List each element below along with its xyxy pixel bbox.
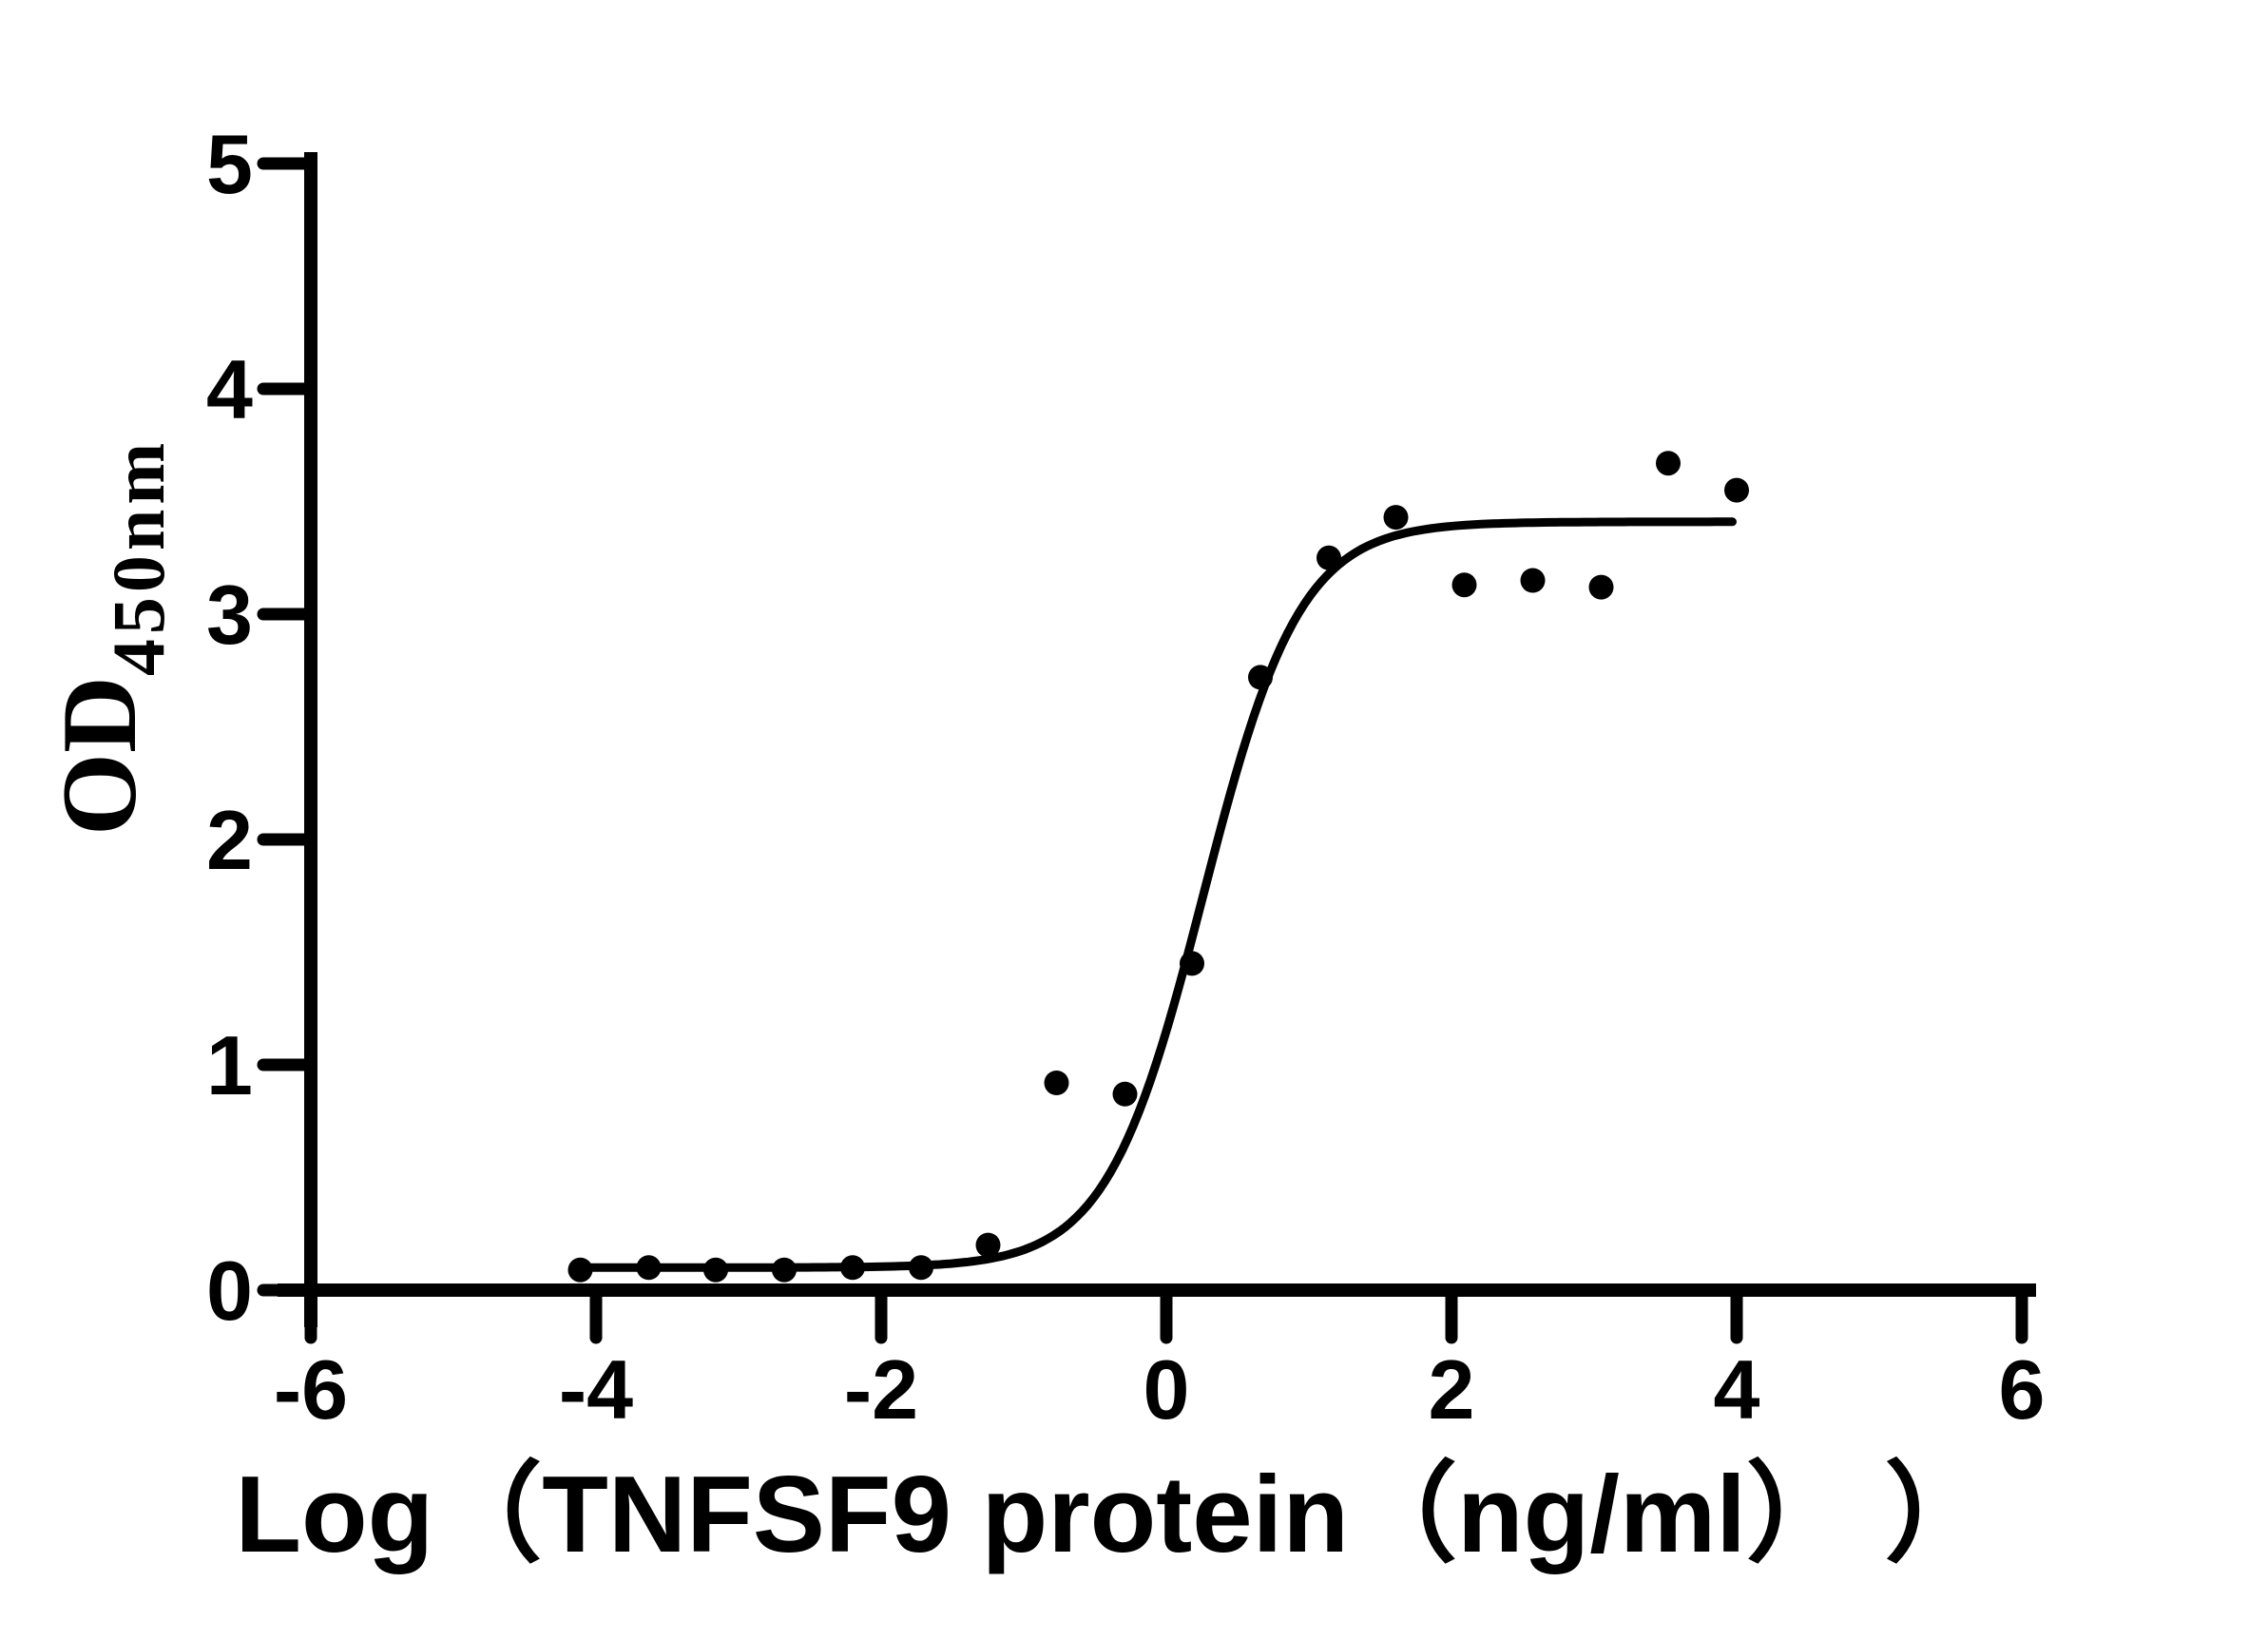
data-point	[1248, 665, 1273, 690]
data-points-group	[567, 451, 1749, 1283]
data-point	[772, 1257, 797, 1283]
data-point	[1383, 505, 1409, 531]
y-axis-title-subscript: 450nm	[97, 438, 180, 676]
data-point	[1317, 545, 1341, 570]
y-tick-label: 4	[206, 342, 253, 436]
data-point	[1656, 451, 1681, 476]
y-tick-label: 1	[206, 1018, 253, 1112]
data-point	[703, 1257, 728, 1283]
x-axis-title: Log（TNFSF9 protein（ng/ml） ）	[235, 1455, 1992, 1575]
data-point	[1451, 572, 1477, 598]
y-tick-label: 2	[206, 793, 253, 887]
y-tick-label: 5	[206, 117, 253, 211]
x-tick-label: -2	[844, 1342, 918, 1437]
x-tick-label: 0	[1144, 1342, 1190, 1437]
fit-curve-group	[576, 517, 1737, 1272]
y-tick-label: 0	[206, 1244, 253, 1338]
x-tick-label: 2	[1429, 1342, 1475, 1437]
data-point	[975, 1232, 1001, 1258]
data-point	[1520, 568, 1546, 593]
data-point	[1180, 951, 1204, 976]
data-point	[909, 1255, 933, 1281]
data-point	[567, 1257, 593, 1283]
data-point	[840, 1255, 865, 1281]
fit-curve	[576, 517, 1737, 1272]
data-point	[636, 1255, 662, 1281]
data-point	[1724, 477, 1749, 503]
x-tick-label: 6	[1999, 1342, 2046, 1437]
x-tick-label: -4	[559, 1342, 633, 1437]
data-point	[1044, 1071, 1069, 1095]
y-axis-title-main: OD	[41, 676, 159, 836]
data-point	[1112, 1081, 1138, 1107]
y-tick-label: 3	[206, 568, 253, 662]
axes-group: -6 -4 -2 0 2 4 6 0 1 2 3 4 5	[206, 117, 2045, 1437]
x-tick-label: -6	[274, 1342, 348, 1437]
data-point	[1588, 574, 1614, 600]
x-tick-label: 4	[1714, 1342, 1760, 1437]
y-axis-title: OD450nm	[41, 438, 180, 836]
